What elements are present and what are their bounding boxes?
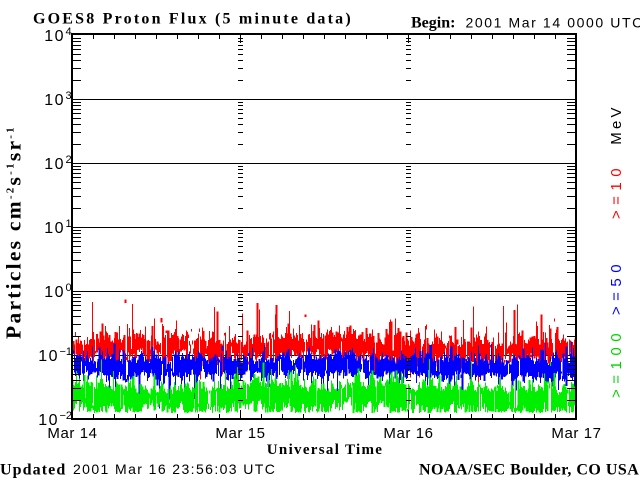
svg-text:4: 4 [66, 26, 72, 38]
svg-text:Updated: Updated [0, 462, 66, 479]
svg-text:NOAA/SEC Boulder, CO USA: NOAA/SEC Boulder, CO USA [419, 462, 639, 479]
svg-text:Particles cm-2s-1sr-1: Particles cm-2s-1sr-1 [2, 125, 26, 339]
svg-text:10: 10 [44, 28, 65, 45]
svg-text:2001 Mar 16 23:56:03 UTC: 2001 Mar 16 23:56:03 UTC [73, 461, 276, 477]
svg-text:Mar 16: Mar 16 [383, 425, 433, 442]
svg-text:Begin:: Begin: [411, 15, 455, 32]
svg-text:Mar 17: Mar 17 [551, 425, 601, 442]
svg-text:1: 1 [66, 218, 72, 230]
svg-text:3: 3 [66, 90, 72, 102]
svg-text:2: 2 [66, 154, 72, 166]
svg-text:Mar 15: Mar 15 [215, 425, 265, 442]
svg-text:10: 10 [38, 348, 59, 365]
svg-text:2001 Mar 14 0000 UTC: 2001 Mar 14 0000 UTC [466, 15, 640, 31]
svg-text:10: 10 [44, 156, 65, 173]
svg-text:10: 10 [44, 220, 65, 237]
svg-text:>=10: >=10 [608, 163, 625, 219]
svg-text:>=50: >=50 [608, 259, 625, 315]
svg-text:10: 10 [38, 412, 59, 429]
svg-text:−2: −2 [60, 410, 73, 422]
svg-text:Universal Time: Universal Time [267, 442, 383, 458]
svg-text:Mar 14: Mar 14 [47, 425, 97, 442]
svg-text:−1: −1 [60, 346, 73, 358]
svg-text:GOES8 Proton Flux (5 minute da: GOES8 Proton Flux (5 minute data) [33, 11, 353, 28]
svg-text:MeV: MeV [608, 104, 625, 144]
svg-text:>=100: >=100 [608, 328, 625, 398]
svg-text:10: 10 [44, 92, 65, 109]
svg-text:10: 10 [44, 284, 65, 301]
svg-text:0: 0 [66, 282, 72, 294]
